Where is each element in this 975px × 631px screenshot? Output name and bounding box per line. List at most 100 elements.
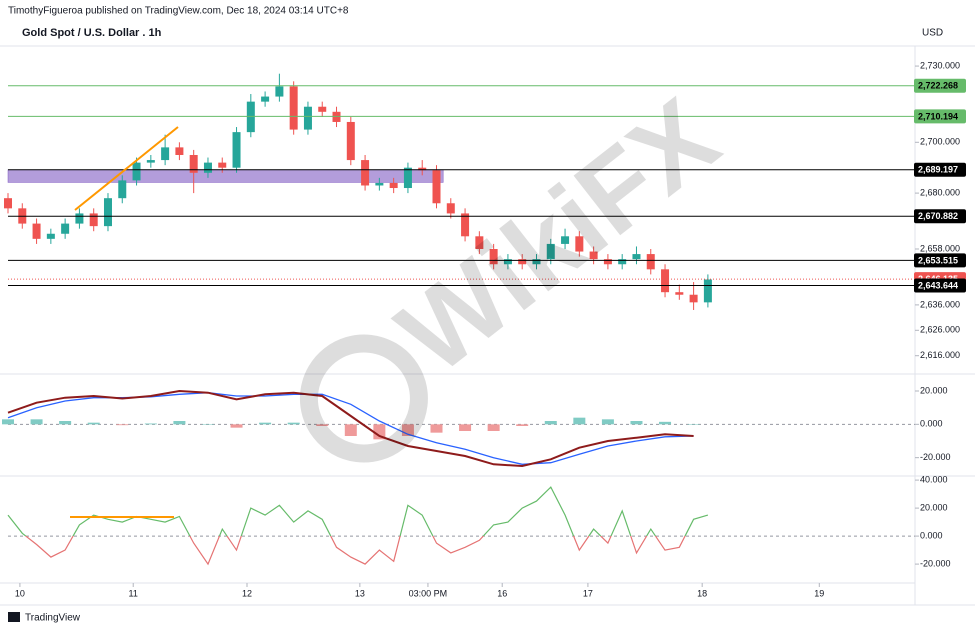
y-tick-label: 20.000 bbox=[920, 385, 948, 395]
candle-body bbox=[403, 167, 412, 189]
x-tick-label: 11 bbox=[129, 588, 138, 598]
histogram-bar bbox=[259, 422, 272, 425]
candle-body bbox=[132, 162, 141, 181]
histogram-bar bbox=[287, 422, 300, 425]
zone bbox=[7, 169, 444, 183]
candle-body bbox=[618, 259, 627, 265]
watermark-logo bbox=[299, 334, 428, 463]
candle-body bbox=[61, 223, 70, 234]
candle-body bbox=[389, 182, 398, 189]
candle-body bbox=[75, 213, 84, 224]
histogram-bar bbox=[573, 417, 586, 425]
publisher: TimothyFigueroa published on TradingView… bbox=[8, 6, 349, 17]
candle-body bbox=[346, 121, 355, 161]
level-tag bbox=[914, 109, 966, 124]
indicator-line bbox=[7, 389, 694, 468]
candle-body bbox=[446, 203, 455, 214]
symbol-title: Gold Spot / U.S. Dollar . 1h bbox=[22, 27, 162, 39]
x-tick-label: 18 bbox=[697, 588, 707, 598]
histogram-bar bbox=[344, 424, 357, 436]
y-tick-label: -20.000 bbox=[920, 558, 951, 568]
candle-body bbox=[232, 132, 241, 168]
candle-body bbox=[146, 160, 155, 163]
x-tick-label: 16 bbox=[497, 588, 507, 598]
trend-line bbox=[74, 126, 179, 211]
level-tag-label: 2,710.194 bbox=[918, 111, 958, 121]
y-tick-label: 2,636.000 bbox=[920, 299, 960, 309]
histogram-bar bbox=[87, 422, 100, 425]
candle-body bbox=[503, 259, 512, 265]
candle-body bbox=[703, 279, 712, 303]
y-tick-label: 2,658.000 bbox=[920, 243, 960, 253]
candle-body bbox=[118, 180, 127, 199]
histogram-bar bbox=[173, 421, 186, 425]
x-tick-label: 03:00 PM bbox=[409, 588, 448, 598]
histogram-bar bbox=[544, 421, 557, 425]
candle-body bbox=[289, 86, 298, 130]
x-tick-label: 17 bbox=[583, 588, 593, 598]
candle-body bbox=[161, 147, 170, 161]
candle-body bbox=[575, 236, 584, 252]
y-tick-label: 0.000 bbox=[920, 530, 943, 540]
level-tag bbox=[914, 253, 966, 268]
histogram-bar bbox=[516, 424, 529, 426]
histogram-bar bbox=[373, 424, 386, 440]
level-tag bbox=[914, 162, 966, 177]
footer-logo bbox=[8, 612, 20, 622]
candle-body bbox=[518, 259, 527, 265]
candle-body bbox=[32, 223, 41, 239]
histogram-bar bbox=[630, 421, 643, 425]
histogram-bar bbox=[601, 419, 614, 425]
y-tick-label: 40.000 bbox=[920, 474, 948, 484]
candle-body bbox=[218, 162, 227, 168]
level-tag-label: 2,689.197 bbox=[918, 165, 958, 175]
candle-body bbox=[675, 292, 684, 295]
histogram-bar bbox=[687, 424, 700, 425]
candle-body bbox=[89, 213, 98, 227]
candle-body bbox=[261, 96, 270, 102]
candle-body bbox=[361, 160, 370, 186]
candle-body bbox=[661, 269, 670, 293]
histogram-bar bbox=[316, 424, 329, 426]
level-tag-label: 2,653.515 bbox=[918, 255, 958, 265]
level-tag bbox=[914, 78, 966, 93]
histogram-bar bbox=[459, 424, 472, 431]
candle-body bbox=[689, 294, 698, 303]
candle-body bbox=[461, 213, 470, 237]
level-tag bbox=[914, 278, 966, 293]
y-tick-label: 2,730.000 bbox=[920, 60, 960, 70]
candle-body bbox=[546, 243, 555, 260]
histogram-bar bbox=[201, 424, 214, 425]
candle-body bbox=[175, 147, 184, 155]
candle-body bbox=[189, 154, 198, 173]
histogram-bar bbox=[59, 421, 72, 425]
histogram-bar bbox=[116, 424, 129, 426]
candle-body bbox=[203, 162, 212, 173]
histogram-bar bbox=[2, 419, 14, 425]
candle-body bbox=[532, 259, 541, 265]
y-tick-label: 20.000 bbox=[920, 502, 948, 512]
candle-body bbox=[418, 167, 427, 171]
candle-body bbox=[646, 254, 655, 270]
histogram-bar bbox=[401, 424, 414, 436]
candle-body bbox=[103, 198, 112, 227]
candle-body bbox=[475, 236, 484, 249]
candle-body bbox=[375, 182, 384, 186]
y-tick-label: 2,680.000 bbox=[920, 187, 960, 197]
candle-body bbox=[589, 251, 598, 260]
candle-body bbox=[303, 106, 312, 130]
plot: 2,730.000 2,700.000 2,680.000 2,658.000 2,63… bbox=[2, 60, 966, 598]
level-tag-label: 2,670.882 bbox=[918, 211, 958, 221]
y-tick-label: -20.000 bbox=[920, 452, 951, 462]
level-tag-label: 2,722.268 bbox=[918, 81, 958, 91]
level-tag bbox=[914, 209, 966, 224]
candle-body bbox=[561, 236, 570, 244]
histogram-bar bbox=[487, 424, 500, 431]
x-tick-label: 13 bbox=[355, 588, 365, 598]
candle-body bbox=[489, 248, 498, 265]
oscillator-line bbox=[7, 486, 709, 566]
histogram-bar bbox=[230, 424, 243, 428]
candle-body bbox=[4, 198, 12, 209]
